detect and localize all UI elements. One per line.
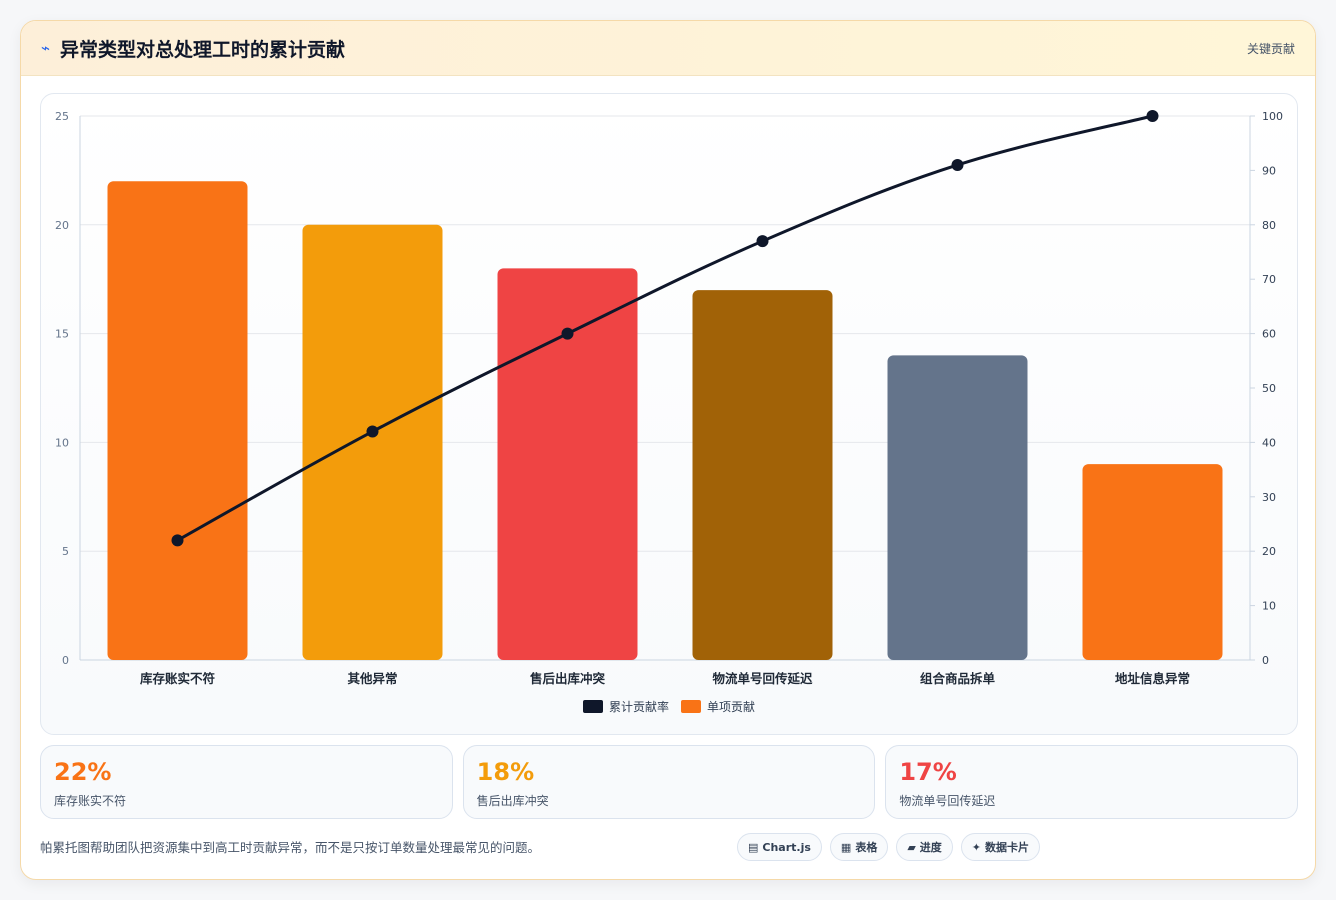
bar [1082,464,1223,660]
y-left-tick-label: 25 [55,110,69,123]
tag-label: 数据卡片 [985,841,1030,854]
y-left-tick-label: 5 [62,545,69,558]
sparkle-icon: ✦ [971,840,982,854]
y-right-tick-label: 70 [1262,273,1276,286]
cumulative-line [176,114,1153,542]
y-right-tick-label: 50 [1262,382,1276,395]
tag-chartjs[interactable]: ▤ Chart.js [737,833,822,861]
y-right-tick-label: 10 [1262,600,1276,613]
tag-table[interactable]: ▦ 表格 [829,833,889,861]
tag-label: Chart.js [762,840,811,854]
line-point [171,534,184,547]
y-right-tick-label: 0 [1262,654,1269,667]
line-point [951,158,964,171]
x-tick-label: 地址信息异常 [1115,671,1190,686]
bar [887,355,1028,660]
card-header: ⌁ 异常类型对总处理工时的累计贡献 关键贡献 [21,21,1315,76]
y-left-tick-label: 15 [55,328,69,341]
stat-value: 22% [54,758,112,786]
legend-swatch-single [681,700,701,713]
legend-item-single[interactable]: 单项贡献 [681,698,755,715]
stat-label: 售后出库冲突 [476,794,549,808]
bar [302,224,443,661]
stat-card: 22% 库存账实不符 [40,745,453,819]
y-left-tick-label: 10 [55,436,69,449]
line-point [1146,110,1159,122]
stats-row: 22% 库存账实不符 18% 售后出库冲突 17% 物流单号回传延迟 [40,745,1299,819]
pareto-chart: 0 5 10 15 20 25 0 10 20 30 40 50 60 70 80 90 100 库存账实不符 其他… [55,110,1283,686]
x-tick-label: 物流单号回传延迟 [712,671,813,686]
stat-label: 物流单号回传延迟 [899,794,996,808]
x-tick-label: 组合商品拆单 [920,671,996,686]
title-wrap: ⌁ 异常类型对总处理工时的累计贡献 [41,35,345,62]
footer: 帕累托图帮助团队把资源集中到高工时贡献异常，而不是只按订单数量处理最常见的问题。… [40,833,1298,863]
legend-label-single: 单项贡献 [707,700,756,714]
bar [497,268,638,660]
lightning-icon: ⌁ [41,39,51,57]
footnote: 帕累托图帮助团队把资源集中到高工时贡献异常，而不是只按订单数量处理最常见的问题。 [40,840,541,855]
tag-progress[interactable]: ▰ 进度 [896,833,953,861]
y-left-tick-label: 0 [62,654,69,667]
line-point [561,327,574,340]
y-left-tick-label: 20 [55,219,69,232]
legend-item-cumulative[interactable]: 累计贡献率 [582,698,669,715]
y-right-tick-label: 20 [1262,545,1276,558]
chart-card: ⌁ 异常类型对总处理工时的累计贡献 关键贡献 0 5 10 15 20 25 0 10 20 30… [20,20,1316,880]
y-right-tick-label: 90 [1262,164,1276,177]
y-right-tick-label: 30 [1262,491,1276,504]
tag-label: 表格 [855,841,878,854]
stat-label: 库存账实不符 [54,794,127,808]
legend-label-cumulative: 累计贡献率 [608,700,669,714]
chart-legend: 累计贡献率 单项贡献 [41,698,1297,715]
x-tick-label: 售后出库冲突 [530,671,606,686]
chart-panel: 0 5 10 15 20 25 0 10 20 30 40 50 60 70 80 90 100 库存账实不符 其他… [40,93,1298,735]
legend-swatch-cumulative [582,700,603,713]
page-title: 异常类型对总处理工时的累计贡献 [60,38,346,61]
x-tick-label: 其他异常 [347,671,397,686]
y-right-tick-label: 60 [1262,328,1276,341]
x-tick-label: 库存账实不符 [140,671,216,686]
stat-card: 17% 物流单号回传延迟 [885,745,1299,819]
chart-icon: ▤ [748,840,759,854]
line-point [366,425,379,438]
header-tag: 关键贡献 [1246,41,1295,56]
y-right-tick-label: 80 [1262,219,1276,232]
stat-value: 17% [899,758,957,786]
table-icon: ▦ [840,840,852,854]
progress-icon: ▰ [907,840,916,854]
bar [692,290,833,660]
y-right-tick-label: 100 [1262,110,1283,123]
stat-value: 18% [476,758,535,786]
bar [107,181,248,660]
y-right-tick-label: 40 [1262,436,1276,449]
line-point [756,235,769,248]
tag-label: 进度 [919,841,942,854]
stat-card: 18% 售后出库冲突 [462,745,876,819]
tag-list: ▤ Chart.js ▦ 表格 ▰ 进度 ✦ 数据卡片 [737,833,1041,861]
tag-data-card[interactable]: ✦ 数据卡片 [960,833,1041,861]
